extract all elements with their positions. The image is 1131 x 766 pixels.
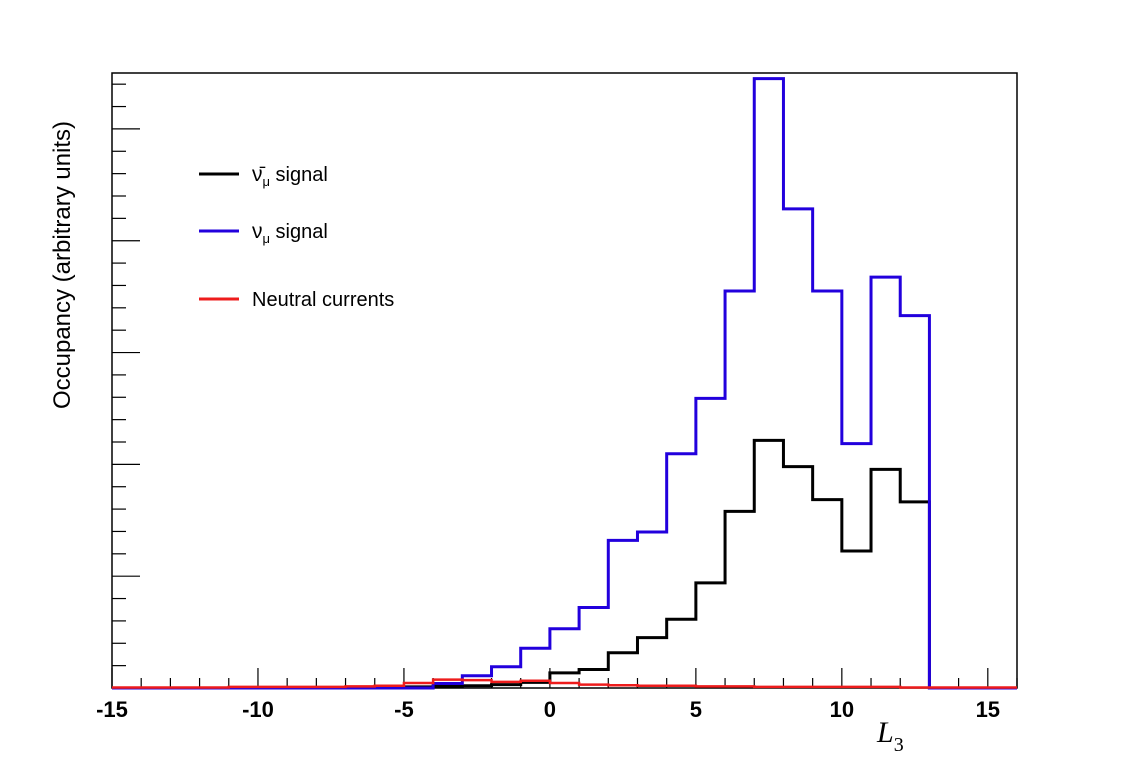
plot-frame bbox=[111, 72, 1018, 689]
legend-label-2: νμ signal bbox=[252, 220, 328, 246]
legend-symbol: ν bbox=[252, 220, 263, 243]
series-layer bbox=[112, 77, 1017, 690]
x-tick-label: -15 bbox=[96, 697, 128, 722]
x-tick-label: -5 bbox=[394, 697, 414, 722]
x-tick-label: -10 bbox=[242, 697, 274, 722]
legend-label-1: ν̄μ signal bbox=[252, 163, 328, 189]
series-line-2 bbox=[112, 77, 1017, 690]
legend-subscript: μ bbox=[263, 174, 271, 189]
x-tick-label: 0 bbox=[544, 697, 556, 722]
legend-name: signal bbox=[270, 221, 328, 243]
series-line-3 bbox=[112, 678, 1017, 689]
x-tick-label: 15 bbox=[976, 697, 1000, 722]
x-tick-label: 10 bbox=[830, 697, 854, 722]
legend-symbol: ν̄ bbox=[252, 163, 266, 186]
series-line-1 bbox=[112, 438, 1017, 690]
y-axis-label: Occupancy (arbitrary units) bbox=[49, 121, 76, 409]
x-tick-label: 5 bbox=[690, 697, 702, 722]
x-axis-label-subscript: 3 bbox=[894, 734, 904, 756]
legend-name: signal bbox=[270, 164, 328, 186]
legend-label-3: Neutral currents bbox=[252, 289, 394, 311]
y-axis-ticks bbox=[112, 83, 140, 667]
legend-subscript: μ bbox=[263, 231, 271, 246]
x-axis-label-symbol: L bbox=[876, 716, 894, 749]
x-axis-ticks: -15 -10 -5 0 5 10 15 bbox=[96, 668, 1018, 722]
x-axis-label: L3 bbox=[876, 716, 904, 756]
